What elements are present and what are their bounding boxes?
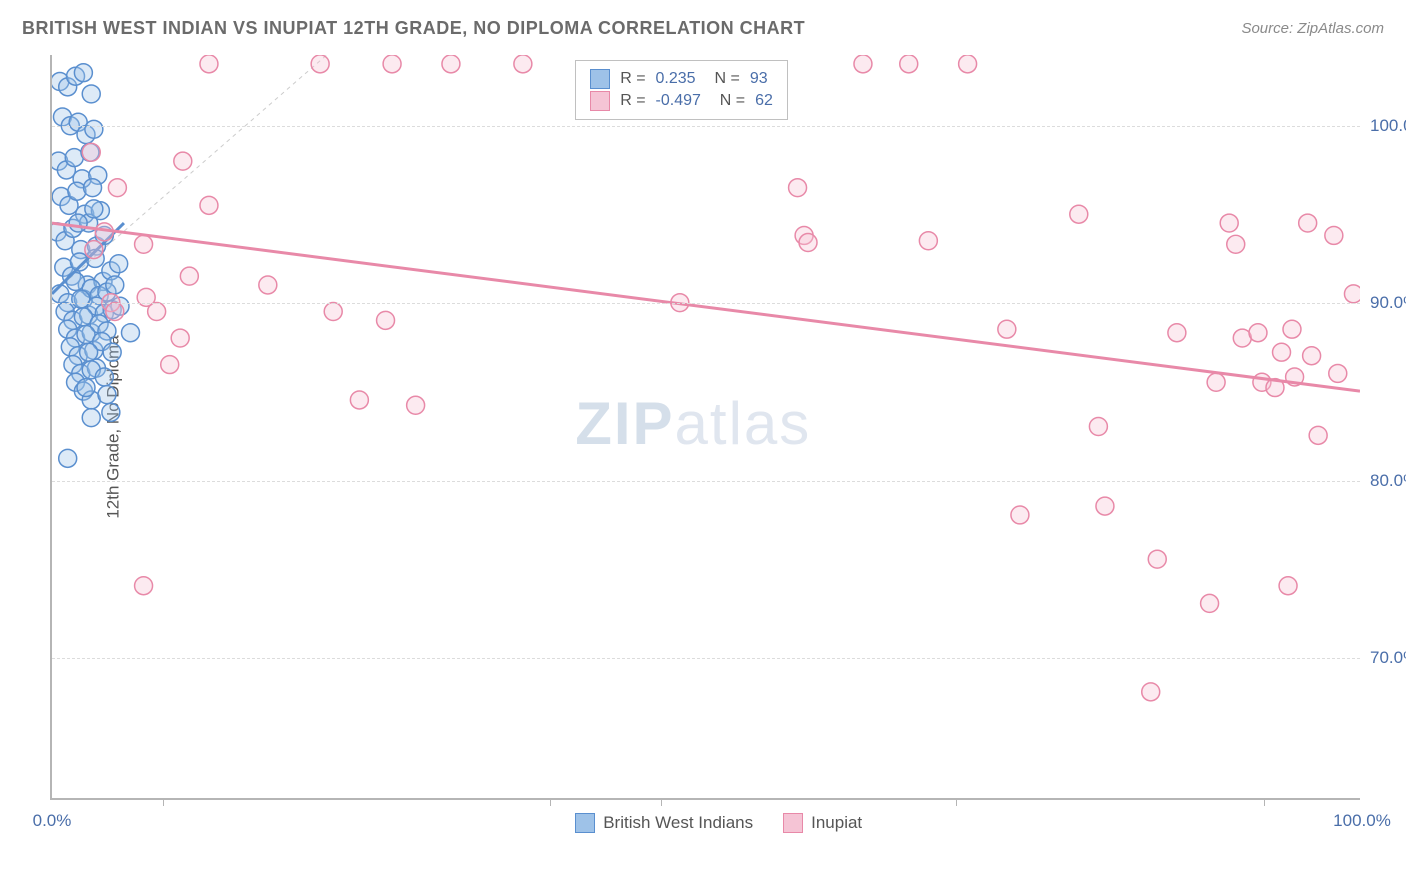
stat-row-1: R = -0.497 N = 62 (590, 91, 773, 111)
x-tick-minor (661, 798, 662, 806)
y-tick-label: 70.0% (1370, 648, 1406, 668)
x-tick-minor (550, 798, 551, 806)
x-tick-label: 0.0% (33, 811, 72, 831)
stat-legend: R = 0.235 N = 93 R = -0.497 N = 62 (575, 60, 788, 120)
legend-swatch-1 (783, 813, 803, 833)
x-tick-minor (1264, 798, 1265, 806)
plot-region: 12th Grade, No Diploma ZIPatlas R = 0.23… (50, 55, 1360, 800)
series-legend: British West Indians Inupiat (575, 813, 862, 833)
gridline-h (52, 303, 1360, 304)
stat-r-label: R = (620, 70, 645, 88)
y-axis-title: 12th Grade, No Diploma (104, 335, 124, 518)
stat-n-value-0: 93 (750, 70, 768, 88)
y-tick-label: 80.0% (1370, 471, 1406, 491)
legend-label-0: British West Indians (603, 813, 753, 833)
gridline-h (52, 126, 1360, 127)
legend-item-0: British West Indians (575, 813, 753, 833)
stat-n-label: N = (706, 70, 740, 88)
gridline-h (52, 481, 1360, 482)
stat-r-label: R = (620, 92, 645, 110)
stat-r-value-1: -0.497 (656, 92, 701, 110)
legend-label-1: Inupiat (811, 813, 862, 833)
x-tick-minor (163, 798, 164, 806)
legend-swatch-0 (575, 813, 595, 833)
watermark-thin: atlas (675, 390, 812, 457)
stat-row-0: R = 0.235 N = 93 (590, 69, 773, 89)
title-bar: BRITISH WEST INDIAN VS INUPIAT 12TH GRAD… (22, 18, 1384, 39)
y-tick-label: 90.0% (1370, 293, 1406, 313)
stat-n-label: N = (711, 92, 745, 110)
x-tick-label: 100.0% (1333, 811, 1391, 831)
x-tick-minor (956, 798, 957, 806)
swatch-series-0 (590, 69, 610, 89)
source-label: Source: ZipAtlas.com (1241, 20, 1384, 37)
swatch-series-1 (590, 91, 610, 111)
gridline-h (52, 658, 1360, 659)
watermark: ZIPatlas (575, 389, 811, 458)
stat-r-value-0: 0.235 (656, 70, 696, 88)
watermark-bold: ZIP (575, 390, 674, 457)
y-tick-label: 100.0% (1370, 116, 1406, 136)
chart-svg (52, 55, 1360, 798)
legend-item-1: Inupiat (783, 813, 862, 833)
chart-title: BRITISH WEST INDIAN VS INUPIAT 12TH GRAD… (22, 18, 805, 39)
stat-n-value-1: 62 (755, 92, 773, 110)
